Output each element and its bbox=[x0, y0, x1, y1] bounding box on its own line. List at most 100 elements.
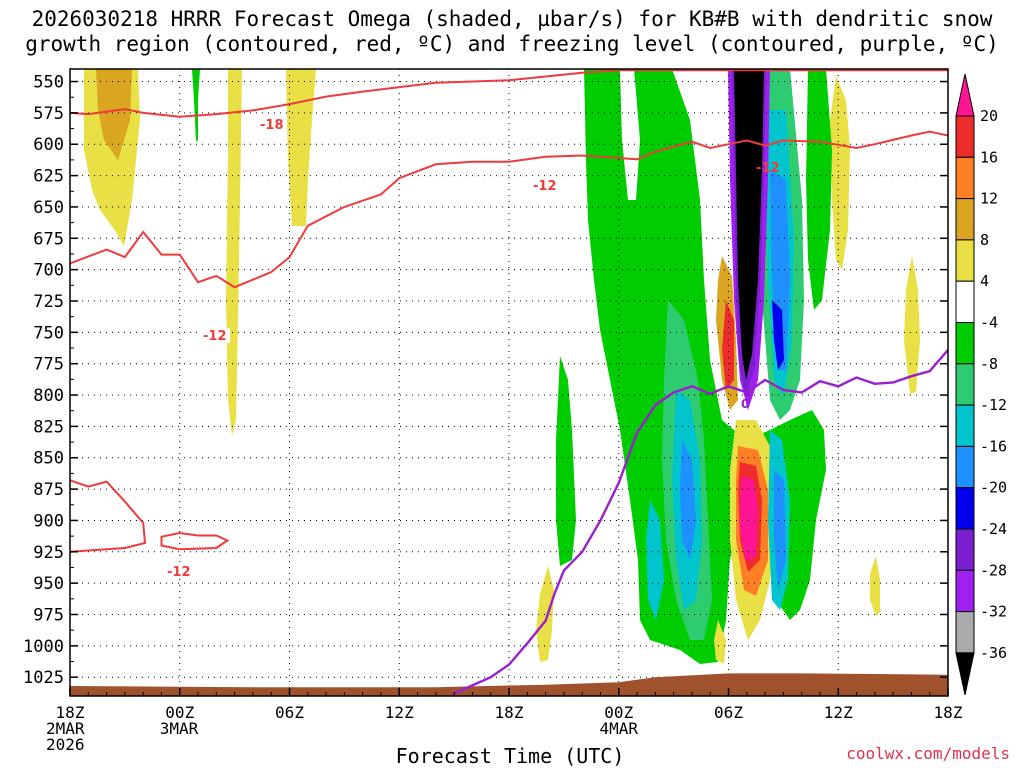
x-tick-label: 3MAR bbox=[160, 719, 199, 738]
y-tick-label: 775 bbox=[33, 355, 64, 375]
omega-region-positive-8 bbox=[870, 556, 880, 616]
dgz-closed-contour bbox=[160, 531, 230, 551]
grid bbox=[70, 69, 948, 696]
contour-label-freezing: 0 bbox=[741, 397, 749, 411]
y-tick-label: 975 bbox=[33, 605, 64, 625]
colorbar-label: -32 bbox=[980, 603, 1007, 621]
x-tick-label: 4MAR bbox=[599, 719, 638, 738]
colorbar-label: -4 bbox=[980, 314, 998, 332]
x-tick-label: 2MAR bbox=[46, 719, 85, 738]
y-tick-label: 1025 bbox=[23, 668, 64, 688]
x-tick-label: 18Z bbox=[56, 703, 85, 722]
colorbar-label: 4 bbox=[980, 272, 989, 290]
colorbar-swatch bbox=[955, 156, 975, 200]
freezing-level-contour bbox=[453, 349, 948, 695]
y-tick-label: 825 bbox=[33, 417, 64, 437]
y-tick-label: 650 bbox=[33, 198, 64, 218]
dgz-left-contour bbox=[70, 479, 147, 553]
x-tick-label: 06Z bbox=[714, 703, 743, 722]
colorbar-label: -36 bbox=[980, 644, 1007, 662]
y-tick-label: 800 bbox=[33, 386, 64, 406]
colorbar-swatch bbox=[955, 445, 975, 489]
y-tick-label: 850 bbox=[33, 449, 64, 469]
colorbar-label: -8 bbox=[980, 355, 998, 373]
chart-title-line-1: 2026030218 HRRR Forecast Omega (shaded, … bbox=[31, 7, 993, 31]
omega-region-negative-13 bbox=[772, 300, 784, 370]
omega-region-negative-15 bbox=[774, 470, 786, 590]
colorbar-swatch bbox=[955, 487, 975, 530]
y-tick-label: 625 bbox=[33, 167, 64, 187]
y-tick-label: 900 bbox=[33, 511, 64, 531]
colorbar-label: -16 bbox=[980, 437, 1007, 455]
omega-region-negative-9 bbox=[646, 500, 664, 620]
contour-labels: -18 -12 -12 -12 -12 0 bbox=[164, 117, 780, 580]
colorbar-swatch bbox=[955, 404, 975, 447]
colorbar-swatch bbox=[955, 569, 975, 613]
dgz-upper-contour bbox=[70, 69, 948, 118]
colorbar-label: -20 bbox=[980, 479, 1007, 497]
omega-region-positive-4 bbox=[286, 69, 316, 226]
omega-shading bbox=[84, 69, 920, 664]
y-tick-label: 675 bbox=[33, 229, 64, 249]
omega-region-negative-3 bbox=[556, 356, 576, 566]
omega-region-negative-4 bbox=[620, 69, 640, 200]
y-tick-label: 700 bbox=[33, 261, 64, 281]
x-tick-label: 18Z bbox=[934, 703, 963, 722]
x-tick-label: 12Z bbox=[385, 703, 414, 722]
x-axis-title: Forecast Time (UTC) bbox=[395, 744, 625, 768]
contour-label-minus12-closed: -12 bbox=[167, 565, 191, 580]
x-tick-label: 00Z bbox=[604, 703, 633, 722]
y-tick-label: 550 bbox=[33, 73, 64, 93]
site-credit: coolwx.com/models bbox=[846, 744, 1010, 763]
omega-region-negative-5 bbox=[806, 69, 832, 310]
colorbar-label: 20 bbox=[980, 107, 998, 125]
colorbar-swatch bbox=[955, 611, 975, 654]
colorbar-swatch bbox=[955, 198, 975, 241]
omega-region-positive-7 bbox=[904, 256, 920, 394]
y-tick-label: 1000 bbox=[23, 637, 64, 657]
omega-region-positive-3 bbox=[226, 69, 242, 436]
omega-region-positive-9 bbox=[830, 76, 850, 270]
y-tick-label: 725 bbox=[33, 292, 64, 312]
colorbar-swatch bbox=[955, 280, 975, 324]
y-tick-label: 750 bbox=[33, 323, 64, 343]
colorbar-swatch bbox=[955, 322, 975, 365]
colorbar-swatch bbox=[955, 239, 975, 282]
chart-title-line-2: growth region (contoured, red, ºC) and f… bbox=[25, 32, 999, 56]
y-tick-label: 875 bbox=[33, 480, 64, 500]
y-tick-label: 575 bbox=[33, 104, 64, 124]
x-tick-label: 18Z bbox=[495, 703, 524, 722]
colorbar-arrow-top bbox=[955, 73, 975, 117]
y-tick-label: 950 bbox=[33, 574, 64, 594]
x-tick-label: 2026 bbox=[46, 735, 85, 754]
colorbar-swatch bbox=[955, 115, 975, 158]
omega-region-positive-2 bbox=[96, 69, 132, 160]
colorbar-label: 16 bbox=[980, 148, 998, 166]
omega-region-negative-1 bbox=[192, 69, 200, 142]
colorbar-label: -24 bbox=[980, 520, 1007, 538]
x-tick-label: 12Z bbox=[824, 703, 853, 722]
contour-label-minus12-mid: -12 bbox=[533, 179, 557, 194]
omega-region-positive-17 bbox=[714, 620, 726, 664]
colorbar-swatch bbox=[955, 363, 975, 406]
y-tick-label: 600 bbox=[33, 135, 64, 155]
dgz-lower-contour bbox=[70, 130, 948, 289]
colorbar-label: -28 bbox=[980, 561, 1007, 579]
colorbar-label: 8 bbox=[980, 231, 989, 249]
x-tick-label: 00Z bbox=[165, 703, 194, 722]
omega-region-negative-18 bbox=[734, 69, 764, 380]
contour-label-minus18: -18 bbox=[260, 118, 284, 133]
colorbar-arrow-bottom bbox=[955, 652, 975, 696]
contour-layer bbox=[70, 69, 948, 695]
colorbar-swatch bbox=[955, 528, 975, 571]
omega-region-positive-16 bbox=[740, 476, 758, 562]
x-tick-label: 06Z bbox=[275, 703, 304, 722]
colorbar: 20 16 12 8 4 -4 -8 -12 -16 -20 -24 -28 -32 -36 bbox=[955, 73, 1007, 696]
colorbar-label: -12 bbox=[980, 396, 1007, 414]
y-axis: 550 575 600 625 650 675 700 725 750 775 800 825 850 8… bbox=[23, 73, 948, 688]
colorbar-label: 12 bbox=[980, 190, 998, 208]
omega-region-negative-8 bbox=[680, 440, 696, 560]
contour-label-minus12-left: -12 bbox=[203, 329, 227, 344]
